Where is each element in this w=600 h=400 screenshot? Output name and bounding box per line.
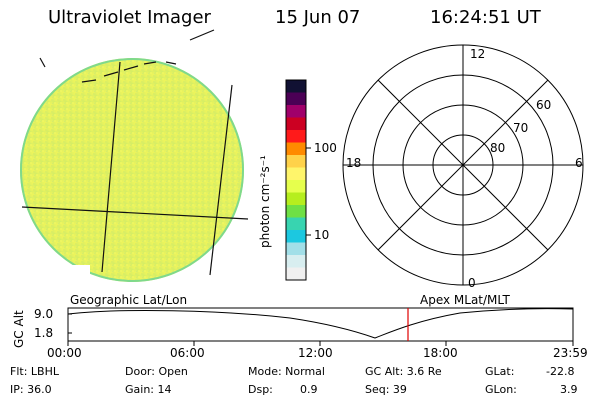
timeline-right-caption: Apex MLat/MLT [420,293,510,307]
observation-time: 16:24:51 UT [430,7,541,28]
lat-label-80: 80 [490,141,506,155]
y-tick-9: 9.0 [34,307,54,321]
mode-readout: Mode: Normal [248,365,325,378]
altitude-timeline [67,307,574,346]
time-tick-1200: 12:00 [298,346,333,360]
polar-plot [342,44,584,286]
time-tick-0600: 06:00 [170,346,205,360]
colorbar-tick-10: 10 [314,228,330,242]
seq-readout: Seq: 39 [365,383,407,396]
observation-date: 15 Jun 07 [275,7,361,28]
ip-readout: IP: 36.0 [10,383,52,396]
colorbar-segment [286,242,306,256]
colorbar-segment [286,105,306,118]
colorbar-segment [286,92,306,106]
colorbar-segment [286,217,306,231]
colorbar-segment [286,205,306,218]
colorbar-segment [286,230,306,243]
mlt-label-12: 12 [470,47,486,61]
colorbar-segment [286,117,306,131]
glat-label: GLat: [485,365,515,378]
colorbar-segment [286,167,306,181]
geographic-graticule [21,29,249,276]
mlt-label-6: 6 [575,156,583,170]
lat-label-60: 60 [536,98,552,112]
filter-readout: Flt: LBHL [10,365,59,378]
mlt-label-0: 0 [468,276,476,290]
gc-alt-readout: GC Alt: 3.6 Re [365,365,442,378]
y-tick-1-8: 1.8 [34,326,54,340]
time-tick-2359: 23:59 [553,346,588,360]
timeline-left-caption: Geographic Lat/Lon [70,293,188,307]
colorbar-segment [286,142,306,156]
colorbar-segment [286,192,306,206]
colorbar-tick-100: 100 [314,141,337,155]
intensity-colorbar [285,79,311,281]
colorbar-unit-label: photon cm⁻²s⁻¹ [258,155,272,248]
dsp-label: Dsp: [248,383,273,396]
glon-value: 3.9 [560,383,578,396]
timeline-axis-label: GC Alt [12,310,26,348]
colorbar-segment [286,180,306,193]
colorbar-segment [286,80,306,93]
colorbar-segment [286,130,306,143]
earth-image [20,29,249,283]
lat-label-70: 70 [513,121,529,135]
time-tick-1800: 18:00 [423,346,458,360]
mlt-label-18: 18 [346,156,362,170]
colorbar-segment [286,267,306,281]
dsp-value: 0.9 [300,383,318,396]
instrument-title: Ultraviolet Imager [48,7,211,28]
glat-value: -22.8 [546,365,575,378]
colorbar-segment [286,255,306,268]
colorbar-segment [286,155,306,168]
door-readout: Door: Open [125,365,188,378]
gain-readout: Gain: 14 [125,383,172,396]
glon-label: GLon: [485,383,517,396]
time-tick-0000: 00:00 [47,346,82,360]
